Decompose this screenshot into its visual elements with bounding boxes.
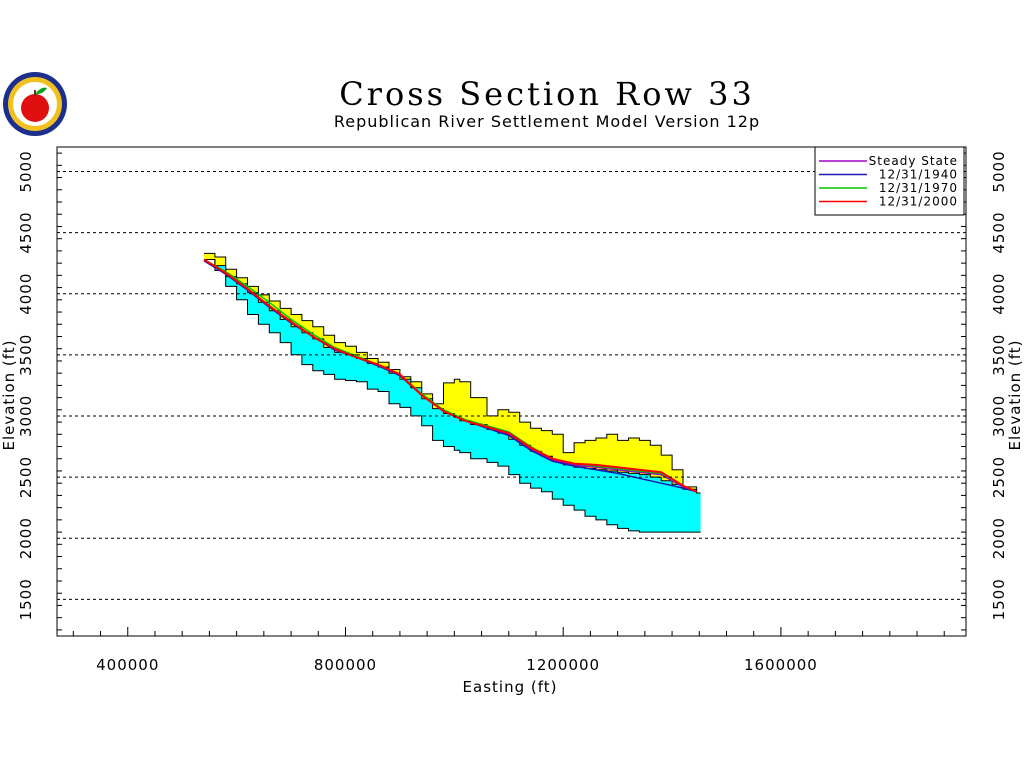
y-tick-label-right: 2500 <box>990 456 1008 498</box>
legend-label-2: 12/31/1970 <box>879 181 958 195</box>
x-tick-label: 1600000 <box>744 656 818 674</box>
y-tick-label-right: 3500 <box>990 334 1008 376</box>
legend-label-3: 12/31/2000 <box>879 195 958 209</box>
y-tick-label-left: 3000 <box>17 395 35 437</box>
y-tick-label-right: 4500 <box>990 211 1008 253</box>
gridlines <box>57 170 966 600</box>
legend-box <box>814 146 965 216</box>
y-tick-label-left: 4500 <box>17 211 35 253</box>
y-axis-label-left: Elevation (ft) <box>0 339 18 450</box>
y-tick-label-right: 4000 <box>990 273 1008 315</box>
apple-seal-logo <box>3 72 67 136</box>
y-tick-label-right: 5000 <box>990 150 1008 192</box>
layer-fill-1 <box>204 259 701 533</box>
y-tick-label-right: 1500 <box>990 578 1008 620</box>
plot-area <box>203 252 701 533</box>
legend: Steady State12/31/194012/31/197012/31/20… <box>814 146 965 216</box>
y-tick-label-right: 3000 <box>990 395 1008 437</box>
y-axis-label-right: Elevation (ft) <box>1006 339 1024 450</box>
y-tick-label-left: 2000 <box>17 517 35 559</box>
plot-frame <box>56 146 967 637</box>
y-tick-label-left: 4000 <box>17 273 35 315</box>
chart-subtitle: Republican River Settlement Model Versio… <box>334 112 760 131</box>
series-line-2 <box>203 258 697 493</box>
y-tick-label-right: 2000 <box>990 517 1008 559</box>
axes: 1500 1500 2000 2000 2500 2500 3000 3000 3500 3500… <box>17 146 1008 674</box>
y-tick-label-left: 5000 <box>17 150 35 192</box>
layer-fill-0 <box>204 253 701 493</box>
x-axis-label: Easting (ft) <box>463 678 558 696</box>
legend-label-1: 12/31/1940 <box>879 168 958 182</box>
legend-label-0: Steady State <box>869 154 958 168</box>
y-tick-label-left: 1500 <box>17 578 35 620</box>
x-tick-label: 1200000 <box>526 656 600 674</box>
y-tick-label-left: 3500 <box>17 334 35 376</box>
chart-title: Cross Section Row 33 <box>339 75 755 113</box>
y-tick-label-left: 2500 <box>17 456 35 498</box>
x-tick-label: 400000 <box>96 656 159 674</box>
layer-bottom-outline <box>204 259 701 533</box>
layer-top-outline-0 <box>204 252 701 494</box>
x-tick-label: 800000 <box>314 656 377 674</box>
